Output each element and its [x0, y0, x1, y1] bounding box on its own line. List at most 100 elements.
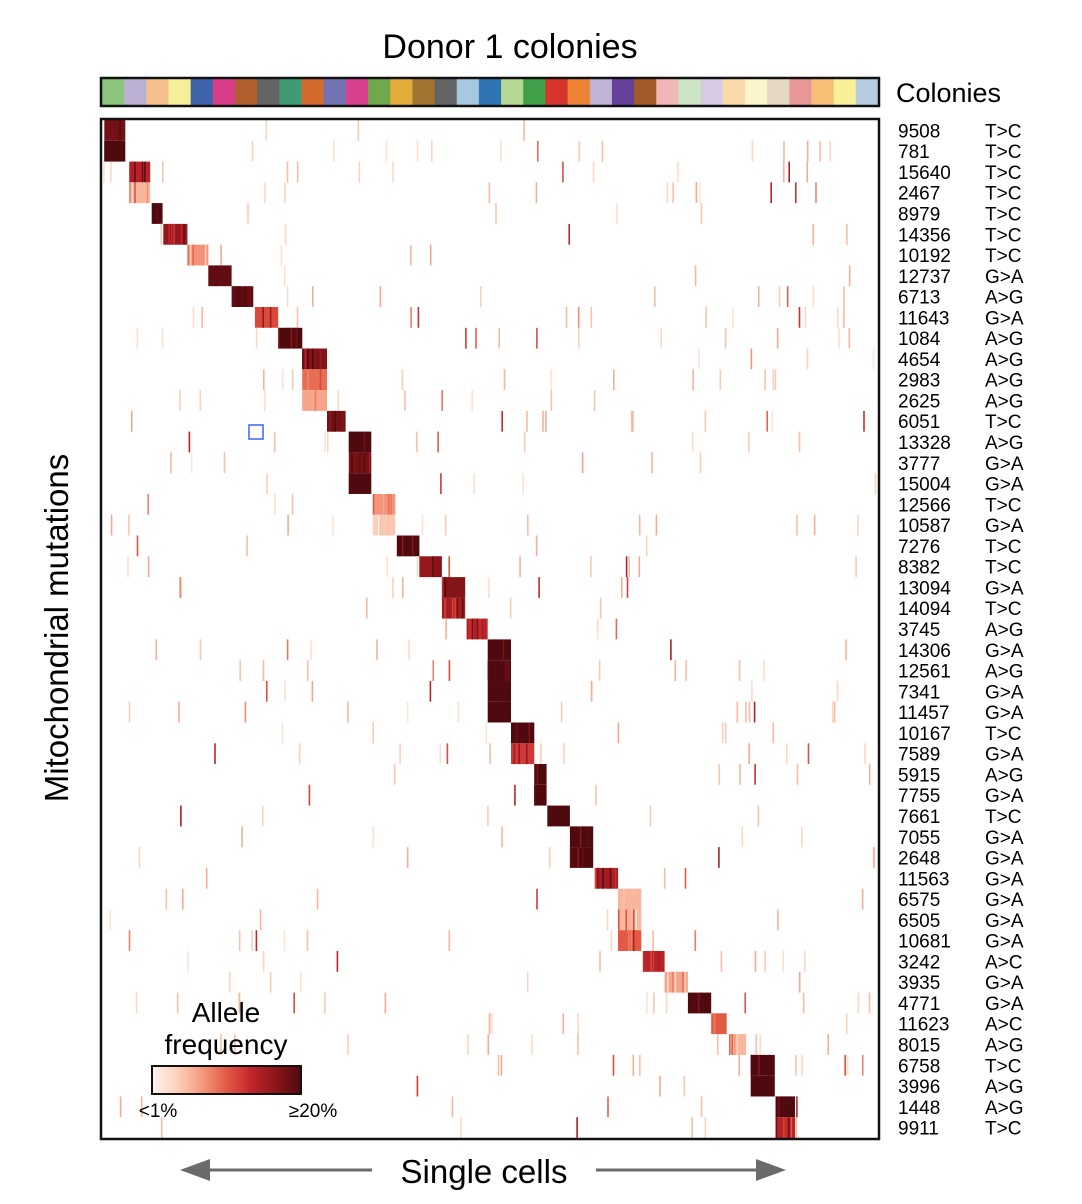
background-cell: [316, 888, 319, 910]
background-cell: [631, 410, 633, 432]
block-stripe: [366, 473, 368, 494]
background-cell: [698, 348, 700, 370]
block-stripe: [612, 867, 614, 889]
block-stripe: [758, 1054, 760, 1076]
background-cell: [445, 618, 447, 640]
block-stripe: [444, 597, 446, 619]
background-cell: [357, 120, 360, 141]
background-cell: [127, 556, 129, 578]
block-stripe: [372, 514, 375, 536]
block-stripe: [419, 556, 421, 578]
block-stripe: [502, 639, 505, 661]
block-stripe: [436, 556, 439, 578]
block-stripe: [507, 680, 510, 702]
background-cell: [489, 743, 491, 765]
block-stripe: [409, 535, 411, 557]
background-cell: [772, 369, 775, 391]
heatmap-block: [511, 743, 535, 765]
background-cell: [542, 410, 544, 432]
background-cell: [324, 431, 326, 453]
colony-swatch: [545, 79, 568, 105]
background-cell: [136, 535, 139, 557]
background-cell: [333, 140, 335, 162]
background-cell: [694, 265, 697, 287]
background-cell: [660, 327, 663, 349]
background-cell: [103, 161, 105, 183]
background-cell: [162, 161, 164, 183]
block-stripe: [692, 992, 695, 1014]
block-stripe: [495, 639, 497, 661]
block-stripe: [707, 992, 710, 1014]
background-cell: [161, 327, 164, 349]
block-stripe: [682, 971, 684, 993]
background-cell: [806, 161, 808, 183]
background-cell: [392, 577, 394, 598]
heatmap-block: [618, 909, 642, 931]
block-stripe: [518, 743, 520, 765]
background-cell: [700, 203, 703, 224]
row-mutation-label: G>A: [985, 682, 1024, 703]
block-stripe: [404, 535, 406, 557]
background-cell: [663, 867, 666, 889]
heatmap-block: [594, 867, 619, 889]
colony-swatch: [323, 79, 347, 105]
block-stripe: [387, 514, 390, 536]
background-cell: [448, 930, 451, 951]
background-cell: [372, 826, 375, 848]
block-stripe: [667, 971, 669, 993]
block-stripe: [768, 1054, 770, 1076]
background-cell: [485, 722, 488, 744]
block-stripe: [790, 1096, 793, 1118]
heatmap-block: [534, 764, 547, 785]
row-mutation-label: A>G: [985, 329, 1024, 350]
background-cell: [535, 182, 538, 204]
background-cell: [813, 514, 816, 536]
colony-swatch: [501, 79, 524, 105]
background-cell: [720, 951, 723, 972]
block-stripe: [380, 514, 382, 536]
row-mutation-label: T>C: [985, 121, 1021, 142]
background-cell: [795, 1117, 798, 1138]
row-position-label: 11623: [898, 1015, 949, 1036]
heatmap-block: [487, 701, 511, 723]
block-stripe: [497, 660, 500, 681]
background-cell: [251, 140, 254, 162]
block-stripe: [431, 556, 434, 578]
background-cell: [801, 826, 803, 848]
legend-title-line-2: frequency: [165, 1029, 288, 1060]
heatmap-frame: [99, 117, 881, 1141]
row-mutation-label: G>A: [985, 703, 1024, 724]
background-cell: [577, 1013, 579, 1035]
background-cell: [590, 556, 592, 578]
background-cell: [519, 556, 521, 578]
background-cell: [312, 286, 314, 307]
background-cell: [736, 701, 739, 723]
background-cell: [147, 494, 149, 515]
colony-swatch: [146, 79, 169, 105]
background-cell: [655, 514, 658, 536]
colony-swatch: [855, 79, 879, 105]
row-mutation-label: G>A: [985, 911, 1024, 932]
heatmap-block: [104, 120, 126, 141]
row-mutation-label: T>C: [985, 205, 1021, 226]
background-cell: [838, 327, 840, 349]
background-cell: [467, 1034, 469, 1055]
background-cell: [310, 639, 312, 661]
colony-color-bar: [102, 79, 879, 105]
background-cell: [568, 223, 570, 245]
row-mutation-label: A>C: [985, 1015, 1023, 1036]
background-cell: [247, 203, 249, 224]
block-stripe: [536, 764, 539, 785]
background-cell: [677, 161, 679, 183]
block-stripe: [775, 1117, 778, 1138]
block-stripe: [790, 1117, 793, 1138]
colony-swatch: [833, 79, 857, 105]
background-cell: [147, 556, 150, 578]
background-cell: [700, 1096, 703, 1118]
block-stripe: [262, 307, 264, 328]
heatmap-block: [254, 307, 279, 328]
row-mutation-label: G>A: [985, 932, 1024, 953]
background-cell: [545, 410, 547, 432]
background-cell: [264, 390, 266, 411]
background-cell: [724, 722, 727, 744]
